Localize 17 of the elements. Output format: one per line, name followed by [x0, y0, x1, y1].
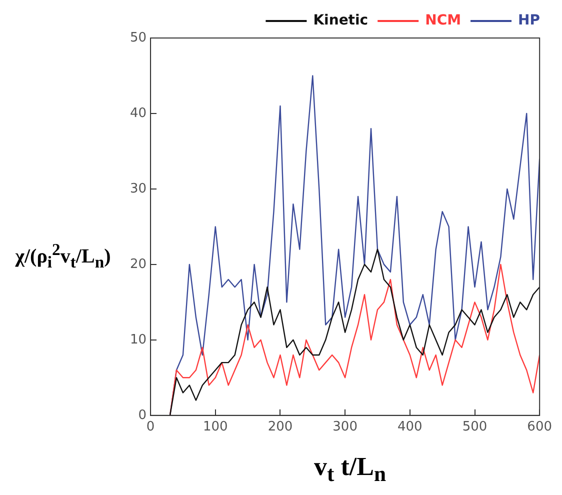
- legend-label: HP: [518, 12, 540, 29]
- y-tick-label: 20: [130, 256, 147, 272]
- x-tick-label: 500: [462, 420, 488, 435]
- x-axis-title: v$_{t}$ t/L$_{n}$: [313, 452, 387, 488]
- y-tick-label: 10: [130, 332, 147, 348]
- legend-label: NCM: [425, 12, 462, 29]
- x-tick-label: 400: [397, 420, 422, 435]
- x-tick-label: 200: [268, 420, 293, 435]
- y-tick-label: 0: [138, 408, 147, 423]
- x-tick-label: 600: [527, 420, 552, 435]
- y-tick-label: 30: [130, 181, 147, 196]
- legend-label: Kinetic: [313, 12, 368, 29]
- x-tick-label: 300: [332, 420, 358, 435]
- y-tick-label: 40: [130, 106, 147, 121]
- y-tick-label: 50: [130, 30, 147, 46]
- x-tick-label: 100: [202, 420, 228, 435]
- y-axis-title: χ/(ρ$_{i}$$^{2}$v$_{t}$/L$_{n}$): [14, 240, 112, 273]
